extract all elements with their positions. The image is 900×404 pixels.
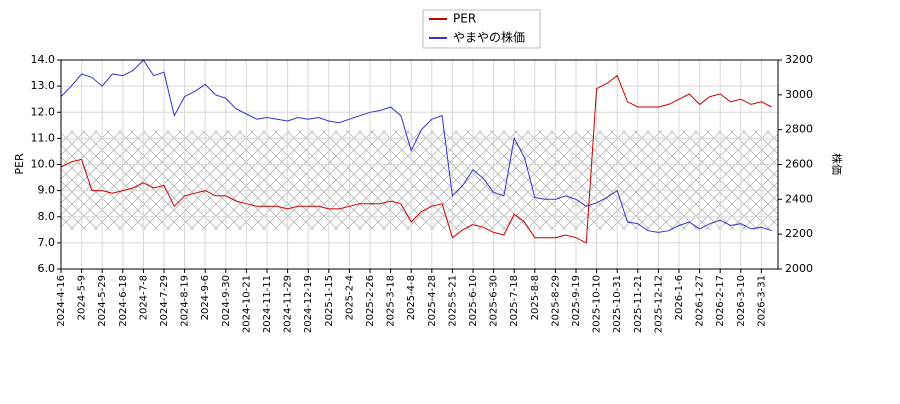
y2-tick-label: 3200	[785, 53, 813, 66]
legend-label: やまやの株価	[453, 30, 525, 45]
x-tick-label: 2025-4-28	[427, 275, 438, 327]
x-tick-label: 2024-9-30	[221, 275, 232, 327]
x-tick-label: 2025-8-29	[550, 275, 561, 327]
x-tick-label: 2025-5-21	[447, 275, 458, 327]
x-tick-label: 2024-5-9	[77, 275, 88, 320]
y-tick-label: 12.0	[31, 105, 56, 118]
x-tick-label: 2025-6-10	[468, 275, 479, 327]
series-line	[60, 74, 772, 244]
x-tick-label: 2025-2-4	[344, 275, 355, 320]
y-tick-label: 7.0	[38, 236, 56, 249]
x-tick-label: 2025-9-19	[571, 275, 582, 327]
x-tick-label: 2025-11-21	[633, 275, 644, 333]
y-tick-label: 9.0	[38, 184, 56, 197]
y2-tick-label: 2200	[785, 227, 813, 240]
y2-tick-label: 2000	[785, 262, 813, 275]
x-tick-label: 2026-3-10	[736, 275, 747, 327]
x-tick-label: 2025-4-8	[406, 275, 417, 320]
x-tick-label: 2026-2-17	[715, 275, 726, 327]
y2-tick-label: 3000	[785, 88, 813, 101]
x-tick-label: 2025-3-18	[386, 275, 397, 327]
x-tick-label: 2025-1-15	[324, 275, 335, 327]
x-tick-label: 2025-10-31	[612, 275, 623, 333]
x-tick-label: 2024-9-6	[200, 275, 211, 320]
x-tick-label: 2025-7-18	[509, 275, 520, 327]
x-tick-label: 2024-11-29	[283, 275, 294, 333]
y-tick-label: 14.0	[31, 53, 56, 66]
x-tick-label: 2025-6-30	[489, 275, 500, 327]
y2-axis-label: 株価	[830, 153, 844, 175]
legend-label: PER	[453, 12, 476, 26]
x-tick-label: 2025-12-12	[653, 275, 664, 333]
x-tick-label: 2026-1-27	[695, 275, 706, 327]
x-tick-label: 2024-11-11	[262, 275, 273, 333]
x-tick-label: 2024-12-19	[303, 275, 314, 333]
legend-box	[422, 9, 541, 49]
y2-tick-label: 2600	[785, 158, 813, 171]
x-tick-label: 2025-8-8	[530, 275, 541, 320]
y-tick-label: 8.0	[38, 210, 56, 223]
x-tick-label: 2024-5-29	[97, 275, 108, 327]
y-axis-label: PER	[13, 153, 26, 175]
y2-tick-label: 2400	[785, 192, 813, 205]
x-tick-label: 2025-2-26	[365, 275, 376, 327]
y-tick-label: 13.0	[31, 79, 56, 92]
x-tick-label: 2024-7-8	[138, 275, 149, 320]
legend: PER やまやの株価	[422, 9, 541, 49]
x-tick-label: 2024-10-21	[241, 275, 252, 333]
x-tick-label: 2024-6-18	[118, 275, 129, 327]
y-tick-label: 11.0	[31, 131, 56, 144]
x-tick-label: 2026-3-31	[756, 275, 767, 327]
shaded-range	[61, 130, 778, 230]
x-tick-label: 2024-4-16	[56, 275, 67, 327]
y-tick-label: 10.0	[31, 158, 56, 171]
y-tick-label: 6.0	[38, 262, 56, 275]
series-line	[60, 59, 772, 233]
x-tick-label: 2024-8-19	[180, 275, 191, 327]
x-tick-label: 2025-10-10	[592, 275, 603, 333]
x-tick-label: 2024-7-29	[159, 275, 170, 327]
x-tick-label: 2026-1-6	[674, 275, 685, 320]
y2-tick-label: 2800	[785, 123, 813, 136]
